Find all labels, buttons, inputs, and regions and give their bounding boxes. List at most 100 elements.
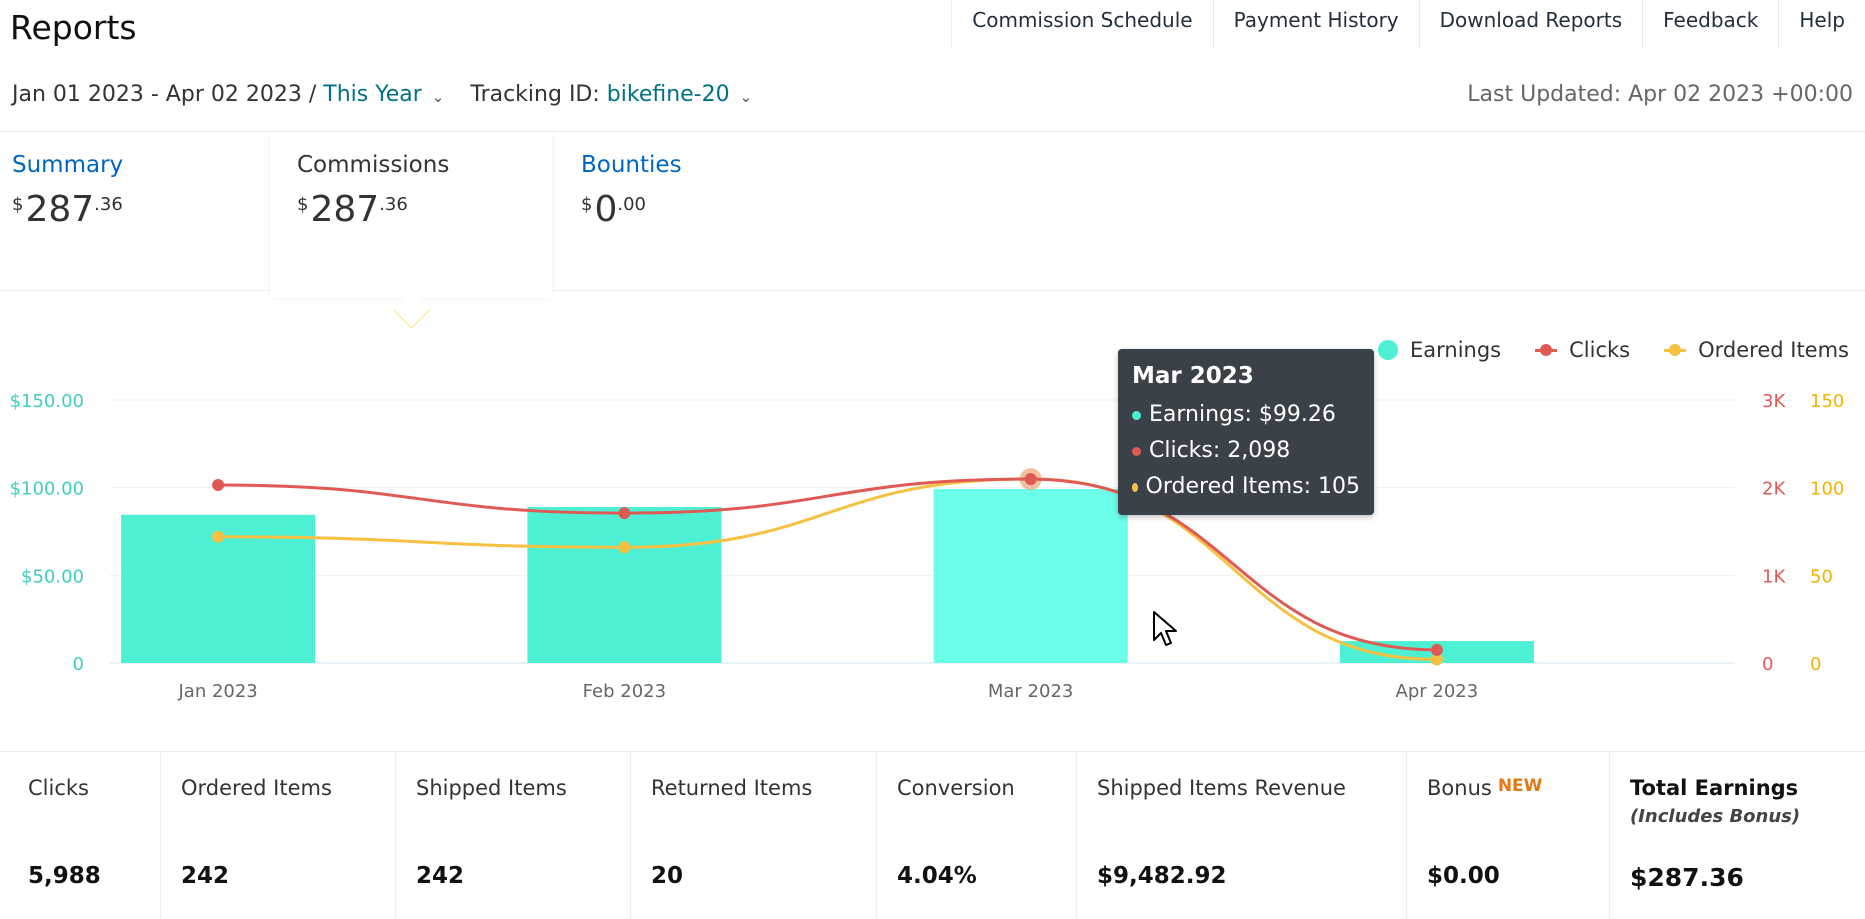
- earnings-bar: [527, 506, 722, 663]
- legend-label: Ordered Items: [1698, 338, 1849, 362]
- chevron-down-icon[interactable]: ⌄: [739, 87, 753, 106]
- metric-value: $0.00: [1427, 863, 1500, 889]
- tooltip-title: Mar 2023: [1132, 363, 1254, 389]
- clicks-swatch-icon: [1535, 343, 1558, 356]
- metric-clicks: Clicks 5,988: [0, 751, 160, 919]
- right-axis-clicks-tick-label: 0: [1762, 654, 1773, 675]
- metrics-row: Clicks 5,988 Ordered Items 242 Shipped I…: [0, 751, 1865, 919]
- tooltip-text: Ordered Items: 105: [1145, 474, 1360, 499]
- clicks-line: [218, 477, 1437, 652]
- last-updated: Last Updated: Apr 02 2023 +00:00: [1467, 82, 1853, 107]
- x-axis-tick-label: Feb 2023: [583, 681, 666, 702]
- ordered-items-swatch-icon: [1664, 343, 1687, 356]
- chevron-down-icon[interactable]: ⌄: [431, 87, 445, 106]
- ordered-items-point: [212, 530, 225, 543]
- date-range-text: Jan 01 2023 - Apr 02 2023 /: [12, 82, 317, 107]
- tab-commissions[interactable]: Commissions $ 287 .36: [270, 132, 552, 298]
- ordered-items-line: [218, 477, 1437, 661]
- metric-label-text: Bonus: [1427, 776, 1492, 800]
- left-axis-tick-label: $50.00: [21, 566, 84, 587]
- metric-value: 5,988: [28, 863, 101, 889]
- chart-legend: Earnings Clicks Ordered Items: [1344, 338, 1849, 362]
- metric-shipped-items: Shipped Items 242: [395, 751, 630, 919]
- tab-label: Commissions: [297, 152, 450, 178]
- metric-ordered-items: Ordered Items 242: [160, 751, 395, 919]
- tooltip-text: Clicks: 2,098: [1149, 438, 1291, 463]
- metric-conversion: Conversion 4.04%: [876, 751, 1076, 919]
- metric-value: 4.04%: [897, 863, 977, 889]
- date-range-dropdown[interactable]: This Year: [323, 82, 422, 107]
- metric-value: 20: [651, 863, 684, 889]
- amount-whole: 287: [310, 189, 380, 230]
- right-axis-items-tick-label: 150: [1810, 391, 1844, 412]
- dot-icon: [1132, 446, 1141, 456]
- amount-whole: 287: [25, 189, 95, 230]
- summary-amount: $ 287 .36: [12, 190, 262, 230]
- left-axis-tick-label: $100.00: [10, 479, 84, 500]
- clicks-point: [618, 507, 631, 520]
- tooltip-text: Earnings: $99.26: [1149, 402, 1336, 427]
- tracking-id-dropdown[interactable]: bikefine-20: [606, 82, 730, 107]
- new-badge: NEW: [1497, 776, 1543, 796]
- page-title: Reports: [10, 8, 137, 47]
- tooltip-row-ordered-items: Ordered Items: 105: [1132, 469, 1360, 505]
- metric-label: Shipped Items: [416, 776, 567, 800]
- legend-ordered-items[interactable]: Ordered Items: [1664, 338, 1849, 362]
- commissions-amount: $ 287 .36: [297, 190, 552, 230]
- ordered-items-point: [618, 541, 631, 554]
- filter-bar: Jan 01 2023 - Apr 02 2023 / This Year ⌄ …: [12, 82, 752, 107]
- currency-symbol: $: [297, 194, 309, 215]
- legend-label: Earnings: [1409, 338, 1502, 362]
- nav-payment-history[interactable]: Payment History: [1212, 0, 1419, 48]
- tab-label: Summary: [12, 152, 124, 178]
- x-axis-tick-label: Apr 2023: [1396, 681, 1479, 702]
- x-axis-tick-label: Mar 2023: [988, 681, 1074, 702]
- nav-feedback[interactable]: Feedback: [1642, 0, 1778, 48]
- nav-commission-schedule[interactable]: Commission Schedule: [972, 8, 1193, 32]
- metric-value: 242: [181, 863, 230, 889]
- clicks-point: [1430, 643, 1443, 656]
- right-axis-clicks-tick-label: 1K: [1762, 566, 1786, 587]
- metric-total-earnings: Total Earnings (Includes Bonus) $287.36: [1609, 751, 1865, 919]
- metric-label: Returned Items: [651, 776, 813, 800]
- earnings-swatch-icon: [1377, 340, 1398, 360]
- divider: [0, 290, 1865, 291]
- metric-sublabel: (Includes Bonus): [1630, 806, 1801, 827]
- currency-symbol: $: [12, 194, 24, 215]
- metric-value: $9,482.92: [1097, 863, 1227, 889]
- mouse-pointer-icon: [1153, 611, 1177, 646]
- left-axis-tick-label: $150.00: [10, 391, 84, 412]
- x-axis-tick-label: Jan 2023: [177, 681, 257, 702]
- amount-whole: 0: [594, 189, 618, 230]
- ordered-items-point: [1430, 653, 1443, 666]
- legend-label: Clicks: [1569, 338, 1631, 362]
- metric-value: $287.36: [1630, 863, 1744, 892]
- tooltip-row-earnings: Earnings: $99.26: [1132, 397, 1360, 433]
- amount-fraction: .00: [617, 194, 646, 215]
- currency-symbol: $: [581, 194, 593, 215]
- metric-returned-items: Returned Items 20: [630, 751, 876, 919]
- nav-help[interactable]: Help: [1778, 0, 1865, 48]
- divider: [0, 131, 1865, 132]
- dot-icon: [1132, 410, 1141, 420]
- tooltip-row-clicks: Clicks: 2,098: [1132, 433, 1360, 469]
- clicks-point: [212, 479, 225, 492]
- left-axis-tick-label: 0: [73, 654, 84, 675]
- metric-shipped-items-revenue: Shipped Items Revenue $9,482.92: [1076, 751, 1406, 919]
- right-axis-items-tick-label: 50: [1810, 566, 1833, 587]
- legend-earnings[interactable]: Earnings: [1377, 338, 1502, 362]
- legend-clicks[interactable]: Clicks: [1535, 338, 1630, 362]
- tab-label: Bounties: [581, 152, 682, 178]
- amount-fraction: .36: [94, 194, 123, 215]
- right-axis-clicks-tick-label: 3K: [1762, 391, 1786, 412]
- nav-download-reports[interactable]: Download Reports: [1418, 0, 1643, 48]
- metric-value: 242: [416, 863, 465, 889]
- tab-summary[interactable]: Summary $ 287 .36: [12, 132, 262, 298]
- tab-bounties[interactable]: Bounties $ 0 .00: [581, 132, 831, 298]
- earnings-bar: [933, 488, 1128, 663]
- metric-label: Shipped Items Revenue: [1097, 776, 1346, 800]
- bounties-amount: $ 0 .00: [581, 190, 831, 230]
- metric-bonus: Bonus NEW $0.00: [1406, 751, 1609, 919]
- dot-icon: [1132, 482, 1138, 492]
- clicks-point: [1024, 473, 1037, 486]
